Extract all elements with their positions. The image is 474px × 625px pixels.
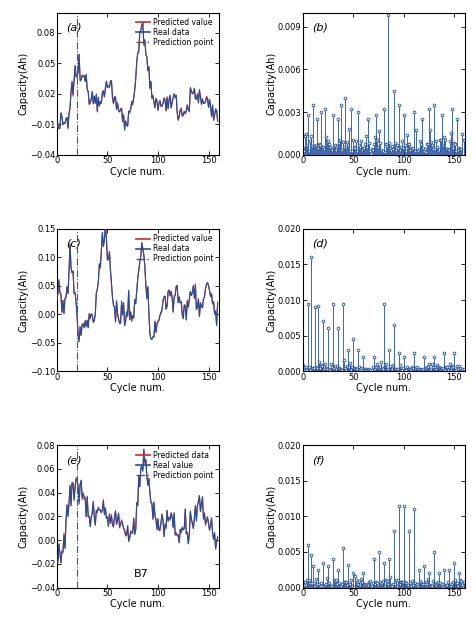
Y-axis label: Capacity(Ah): Capacity(Ah) — [19, 485, 29, 548]
Text: B7: B7 — [133, 569, 148, 579]
Text: (c): (c) — [66, 239, 82, 249]
Y-axis label: Capacity(Ah): Capacity(Ah) — [266, 268, 276, 332]
X-axis label: Cycle num.: Cycle num. — [356, 383, 411, 393]
Text: (d): (d) — [312, 239, 328, 249]
Y-axis label: Capacity(Ah): Capacity(Ah) — [266, 485, 276, 548]
X-axis label: Cycle num.: Cycle num. — [356, 167, 411, 177]
Text: (e): (e) — [66, 455, 82, 465]
X-axis label: Cycle num.: Cycle num. — [110, 167, 165, 177]
Text: (a): (a) — [66, 22, 82, 32]
Legend: Predicted value, Real data, Prediction point: Predicted value, Real data, Prediction p… — [135, 16, 215, 49]
Y-axis label: Capacity(Ah): Capacity(Ah) — [19, 268, 29, 332]
Legend: Predicted data, Real value, Prediction point: Predicted data, Real value, Prediction p… — [135, 449, 215, 481]
Text: (f): (f) — [312, 455, 325, 465]
Y-axis label: Capacity(Ah): Capacity(Ah) — [266, 52, 276, 115]
X-axis label: Cycle num.: Cycle num. — [356, 599, 411, 609]
Y-axis label: Capacity(Ah): Capacity(Ah) — [19, 52, 29, 115]
Text: (b): (b) — [312, 22, 328, 32]
Legend: Predicted value, Real data, Prediction point: Predicted value, Real data, Prediction p… — [135, 232, 215, 265]
X-axis label: Cycle num.: Cycle num. — [110, 599, 165, 609]
X-axis label: Cycle num.: Cycle num. — [110, 383, 165, 393]
